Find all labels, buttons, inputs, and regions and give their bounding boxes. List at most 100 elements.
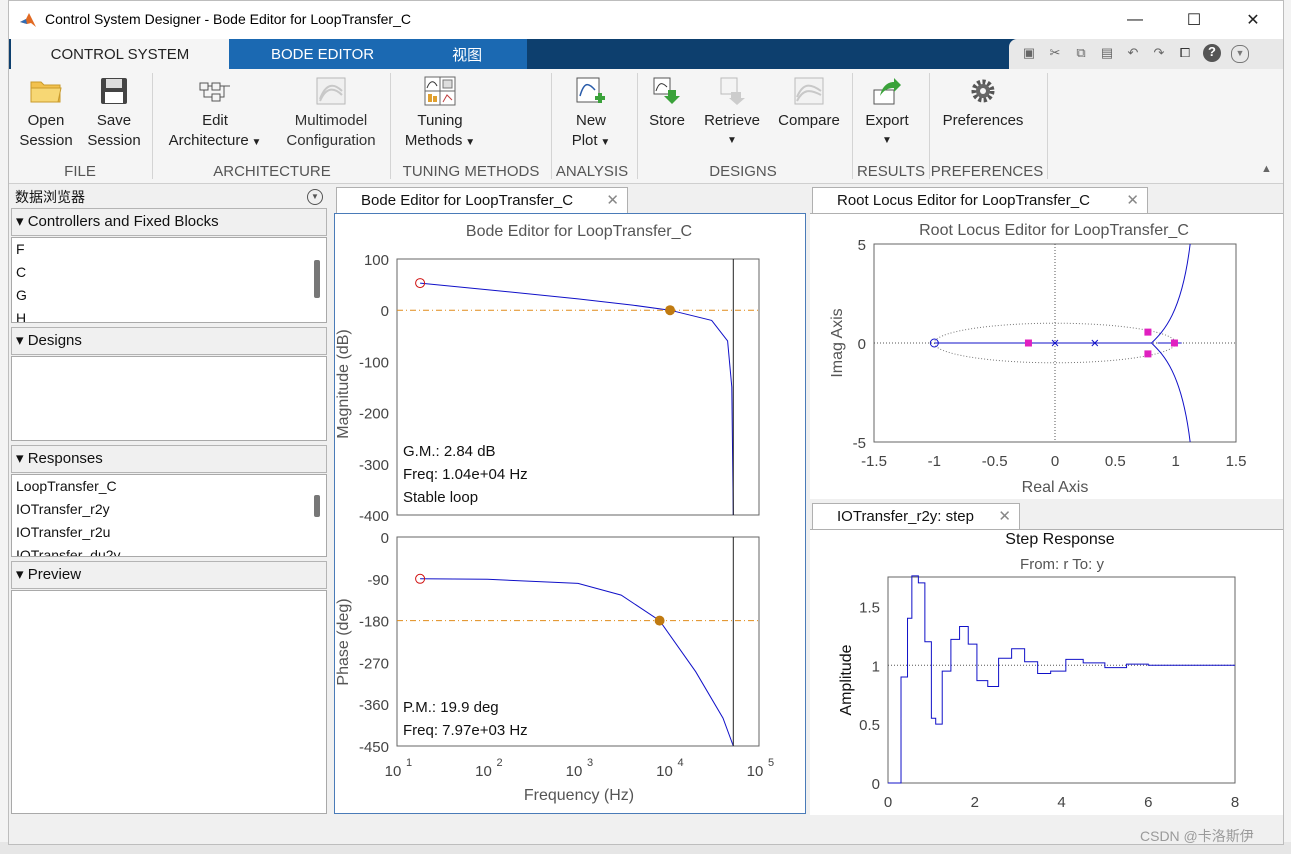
store-button[interactable]: Store [641, 75, 693, 131]
help-icon[interactable]: ? [1203, 44, 1221, 62]
pole-marker [415, 278, 426, 289]
group-label-designs: DESIGNS [709, 163, 777, 180]
window-layout-icon[interactable]: ⧠ [1179, 45, 1191, 60]
edit-architecture-button[interactable]: Edit Architecture ▼ [159, 75, 271, 153]
list-item[interactable]: LoopTransfer_C [16, 478, 117, 494]
list-item[interactable]: H [16, 310, 27, 323]
watermark: CSDN @卡洛斯伊 [1140, 828, 1254, 844]
bode-plot-area: Bode Editor for LoopTransfer_C 100 0 -100-… [334, 213, 806, 814]
compare-button[interactable]: Compare [771, 75, 847, 131]
save-session-button[interactable]: Save Session [83, 75, 145, 151]
step-response-panel: IOTransfer_r2y: step ✕ Step Response Fro… [810, 502, 1283, 815]
close-tab-icon[interactable]: ✕ [998, 508, 1011, 525]
real-axis-tick-label: -0.5 [982, 453, 1008, 470]
group-label-file: FILE [64, 163, 96, 180]
compare-label: Compare [778, 112, 840, 129]
imag-axis-tick-label: -5 [853, 435, 866, 452]
options-icon[interactable]: ▼ [1231, 45, 1249, 63]
section-controllers[interactable]: ▾ Controllers and Fixed Blocks [11, 208, 327, 236]
designs-list [11, 356, 327, 441]
minimize-button[interactable]: — [1127, 11, 1143, 28]
section-responses[interactable]: ▾ Responses [11, 445, 327, 473]
retrieve-button[interactable]: Retrieve ▼ [697, 75, 767, 151]
close-tab-icon[interactable]: ✕ [1126, 192, 1139, 209]
pole-marker [1091, 339, 1099, 347]
undo-icon[interactable]: ↶ [1127, 45, 1139, 60]
section-designs[interactable]: ▾ Designs [11, 327, 327, 355]
frequency-tick-label: 10 2 [475, 757, 502, 780]
multimodel-configuration-button[interactable]: Multimodel Configuration [277, 75, 385, 151]
frequency-tick-base: 10 [656, 763, 673, 780]
root-locus-tab-label: Root Locus Editor for LoopTransfer_C [837, 192, 1090, 209]
frequency-tick-base: 10 [747, 763, 764, 780]
export-button[interactable]: Export ▼ [857, 75, 917, 151]
frequency-tick-base: 10 [566, 763, 583, 780]
open-session-label-1: Open [27, 112, 65, 129]
tuning-methods-label-1: Tuning [417, 112, 463, 129]
save-icon[interactable]: ▣ [1022, 45, 1036, 60]
tuning-methods-icon [423, 75, 457, 107]
matlab-logo-icon [19, 11, 37, 29]
export-icon [870, 75, 904, 107]
collapse-ribbon-icon[interactable]: ▲ [1261, 163, 1272, 175]
redo-icon[interactable]: ↷ [1153, 45, 1165, 60]
maximize-button[interactable]: ☐ [1186, 12, 1202, 29]
time-tick-label: 6 [1144, 794, 1152, 811]
list-item[interactable]: G [16, 287, 27, 303]
bode-title: Bode Editor for LoopTransfer_C [466, 223, 692, 240]
desktop-right-strip [1283, 0, 1291, 854]
group-label-architecture: ARCHITECTURE [213, 163, 331, 180]
open-session-button[interactable]: Open Session [15, 75, 77, 151]
list-item[interactable]: C [16, 264, 27, 280]
phase-axes[interactable] [396, 536, 760, 747]
scrollbar-thumb[interactable] [314, 260, 320, 298]
window-title: Control System Designer - Bode Editor fo… [45, 11, 411, 27]
desktop-left-strip [0, 0, 10, 854]
tab-bode-editor[interactable]: BODE EDITOR 视图 [229, 39, 527, 69]
closed-loop-pole [1024, 339, 1032, 347]
copy-icon[interactable]: ⧉ [1076, 45, 1086, 60]
paste-icon[interactable]: ▤ [1100, 45, 1114, 60]
frequency-tick-base: 10 [475, 763, 492, 780]
imag-axis-tick-label: 5 [858, 237, 866, 254]
scrollbar-thumb[interactable] [314, 495, 320, 517]
list-item[interactable]: IOTransfer_du2y [16, 547, 121, 557]
amplitude-tick-label: 1.5 [859, 599, 880, 616]
tab-bode-editor-doc[interactable]: Bode Editor for LoopTransfer_C ✕ [336, 187, 628, 214]
gear-icon [966, 75, 1000, 107]
frequency-tick-exponent: 1 [406, 757, 412, 769]
real-axis-tick-label: 0 [1051, 453, 1059, 470]
list-item[interactable]: IOTransfer_r2u [16, 524, 111, 540]
magnitude-axes[interactable] [396, 258, 760, 516]
real-axis-tick-label: -1.5 [861, 453, 887, 470]
close-tab-icon[interactable]: ✕ [606, 192, 619, 209]
magnitude-tick-label: 100 [364, 252, 389, 269]
list-item[interactable]: IOTransfer_r2y [16, 501, 110, 517]
tab-control-system[interactable]: CONTROL SYSTEM [11, 39, 229, 70]
preferences-button[interactable]: Preferences [935, 75, 1031, 131]
controllers-list: F C G H [11, 237, 327, 323]
tab-view[interactable]: 视图 [452, 46, 483, 64]
cut-icon[interactable]: ✂ [1049, 45, 1061, 60]
collapse-triangle-icon: ▾ [16, 450, 28, 467]
ribbon-tab-strip: CONTROL SYSTEM BODE EDITOR 视图 ▣ ✂ ⧉ ▤ ↶ … [9, 39, 1283, 70]
preferences-label: Preferences [942, 112, 1024, 129]
close-button[interactable]: ✕ [1246, 12, 1260, 29]
multimodel-icon [314, 75, 348, 107]
magnitude-tick-label: -400 [359, 508, 389, 525]
section-preview[interactable]: ▾ Preview [11, 561, 327, 589]
browser-options-icon[interactable]: ▼ [307, 189, 323, 205]
multimodel-label-1: Multimodel [294, 112, 368, 129]
store-icon [650, 75, 684, 107]
dropdown-caret-icon: ▼ [882, 135, 892, 146]
new-plot-button[interactable]: New Plot ▼ [555, 75, 627, 153]
new-plot-label-2: Plot [571, 132, 598, 149]
tab-root-locus-doc[interactable]: Root Locus Editor for LoopTransfer_C ✕ [812, 187, 1148, 214]
list-item[interactable]: F [16, 241, 25, 257]
tab-step-response-doc[interactable]: IOTransfer_r2y: step ✕ [812, 503, 1020, 530]
closed-loop-pole [1170, 339, 1178, 347]
tuning-methods-button[interactable]: Tuning Methods ▼ [395, 75, 485, 153]
group-label-tuning-methods: TUNING METHODS [402, 163, 540, 180]
step-axes[interactable] [887, 576, 1236, 784]
step-ylabel: Amplitude [838, 644, 855, 715]
